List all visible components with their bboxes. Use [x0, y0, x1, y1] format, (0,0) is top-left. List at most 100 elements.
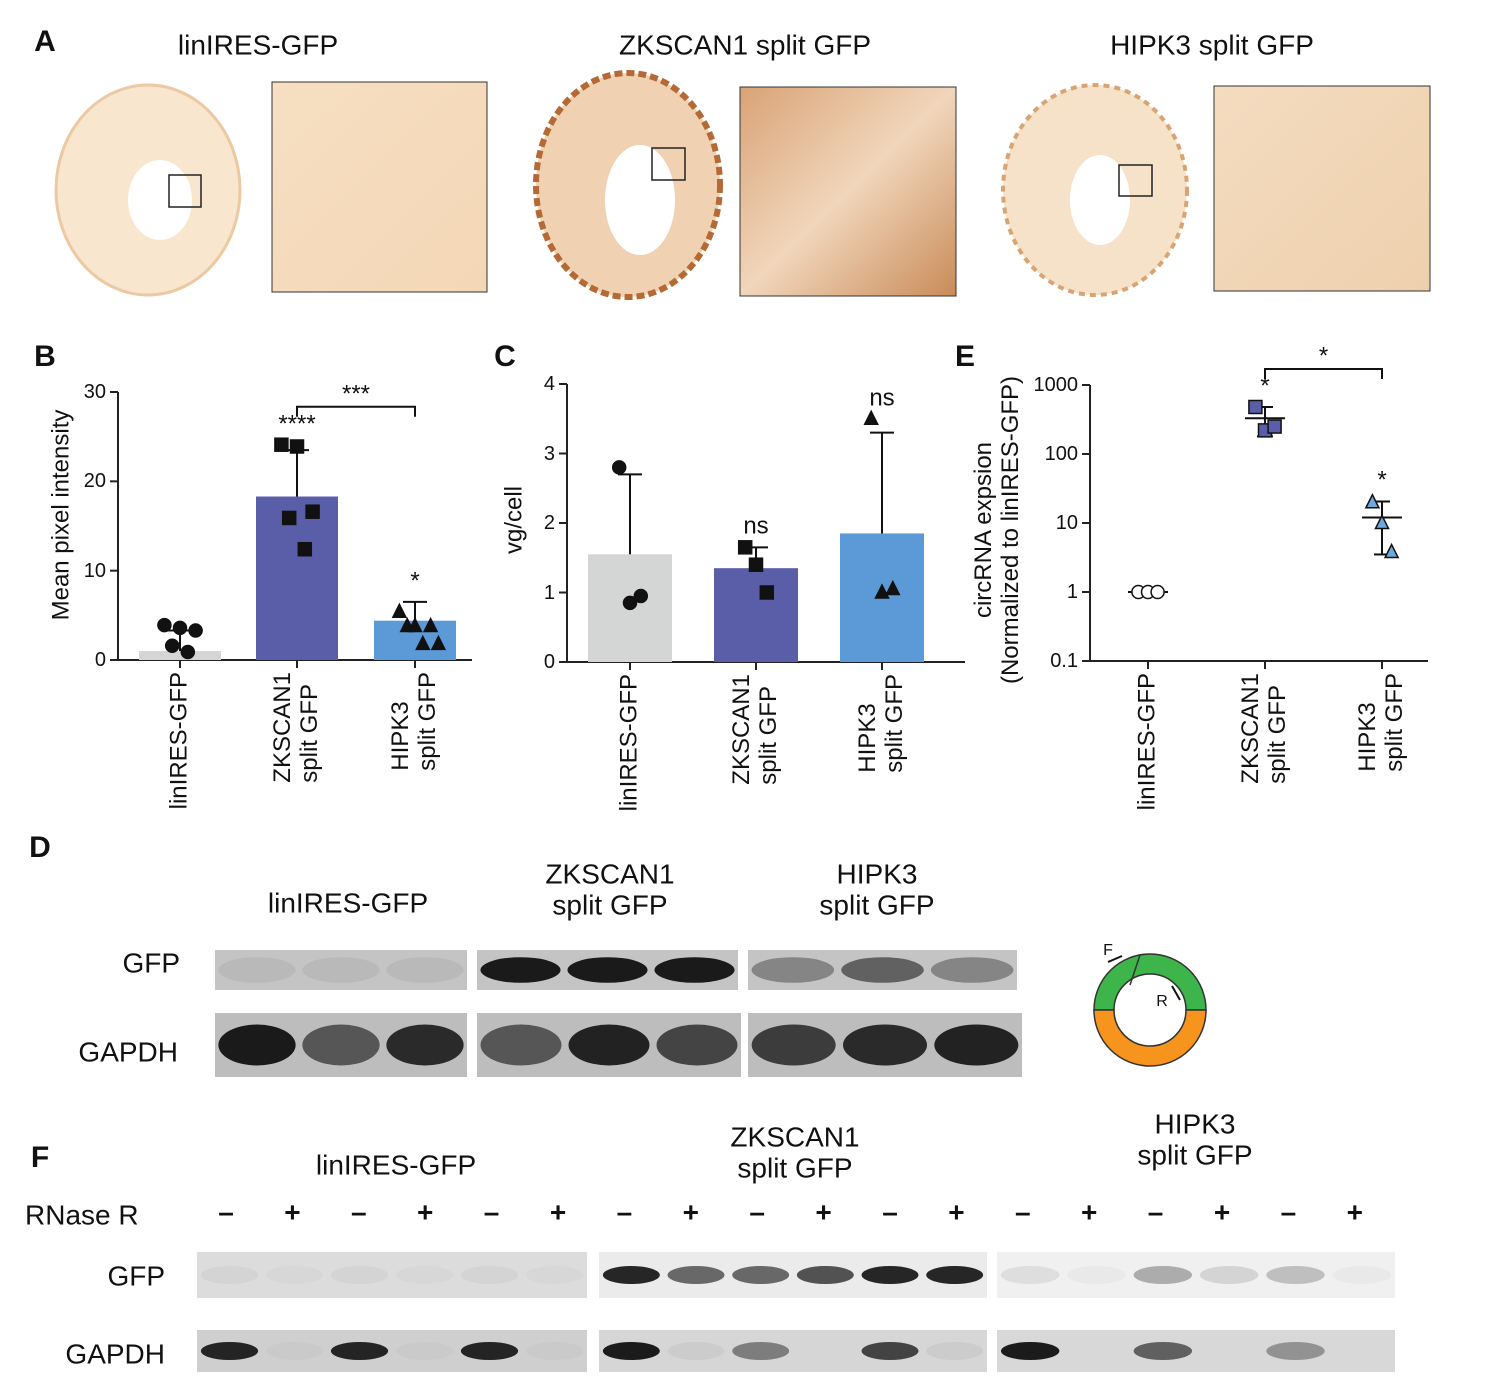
lane-sign: +: [815, 1196, 832, 1228]
data-point: [885, 579, 901, 596]
data-point: [164, 638, 180, 653]
primer-label: F: [1103, 942, 1113, 960]
data-point: [759, 585, 775, 600]
gel-band: [602, 1342, 660, 1360]
data-point: [748, 557, 764, 572]
data-point: [180, 644, 196, 660]
bracket-label: *: [1318, 342, 1329, 370]
lane-sign: –: [1015, 1196, 1031, 1228]
histology: [54, 70, 1431, 300]
gel-band: [667, 1342, 725, 1360]
panel-label: A: [34, 25, 56, 59]
group-header: HIPK3 split GFP: [819, 858, 935, 921]
gel-band: [861, 1266, 919, 1284]
bar: [139, 651, 221, 660]
gel-strip: [197, 1330, 587, 1372]
gel-strip: [997, 1330, 1395, 1372]
gel-band: [526, 1342, 583, 1360]
y-tick-label: 100: [1044, 442, 1078, 465]
x-tick-label: ZKSCAN1 split GFP: [1237, 673, 1291, 784]
diagram-lower: [1093, 1009, 1207, 1067]
blot-band: [386, 957, 464, 983]
gel-band: [200, 1266, 259, 1284]
image-title: HIPK3 split GFP: [1110, 29, 1314, 61]
y-axis-label: circRNA expsion (Normalized to linIRES-G…: [970, 375, 1024, 685]
data-point: [399, 616, 415, 633]
blot-band: [934, 1024, 1019, 1066]
gel-strip: [599, 1330, 987, 1372]
gel-band: [460, 1342, 519, 1360]
lane-sign: –: [616, 1196, 633, 1228]
lane-sign: +: [682, 1196, 699, 1228]
blot-band: [302, 957, 380, 983]
gel-strip: [197, 1252, 587, 1298]
lane-sign: +: [549, 1196, 567, 1228]
inset-image: [271, 81, 488, 293]
panel-label: B: [34, 340, 56, 374]
gel-band: [732, 1266, 790, 1284]
inset-box: [1118, 164, 1153, 197]
blot-band: [218, 957, 296, 983]
gel-band: [796, 1266, 854, 1284]
circrna-diagram: [1093, 953, 1207, 1067]
x-tick-label: ZKSCAN1 split GFP: [728, 674, 782, 785]
significance: ****: [278, 410, 316, 438]
gel-band: [396, 1266, 453, 1284]
lumen: [605, 145, 675, 255]
gel-band: [526, 1266, 583, 1284]
y-tick-label: 1: [543, 581, 555, 604]
gel-strip: [997, 1252, 1395, 1298]
data-point: [281, 510, 297, 526]
gel-band: [266, 1266, 323, 1284]
significance: ns: [869, 384, 895, 412]
image-title: linIRES-GFP: [177, 29, 339, 61]
blot-band: [751, 1024, 836, 1066]
gel-band: [1000, 1266, 1060, 1284]
lane-sign: +: [284, 1196, 301, 1228]
gel-band: [200, 1342, 259, 1360]
panel-label: E: [954, 340, 976, 374]
data-point: [1374, 513, 1390, 530]
row-label: GAPDH: [78, 1036, 178, 1068]
data-point: [737, 540, 753, 555]
x-tick-label: ZKSCAN1 split GFP: [269, 672, 323, 783]
blot-band: [480, 1024, 562, 1066]
significance: *: [1377, 467, 1387, 495]
data-point: [391, 602, 408, 619]
gel-band: [1266, 1342, 1325, 1360]
lane-sign: +: [1081, 1196, 1098, 1228]
row-label: GFP: [122, 947, 180, 979]
row-label: GFP: [107, 1260, 165, 1292]
row-label: GAPDH: [65, 1338, 165, 1370]
data-point: [874, 583, 890, 599]
panel-label: C: [494, 340, 516, 374]
lane-sign: +: [417, 1196, 434, 1228]
y-tick-label: 10: [83, 559, 106, 582]
data-point: [157, 617, 172, 633]
significance: ns: [743, 512, 769, 540]
y-tick-label: 2: [543, 511, 555, 534]
gel-band: [926, 1266, 984, 1284]
data-point: [622, 595, 638, 611]
y-tick-label: 0: [94, 648, 106, 671]
data-point: [274, 437, 289, 452]
lane-sign: –: [749, 1196, 765, 1228]
gel-band: [861, 1342, 919, 1360]
inset-image: [739, 86, 957, 297]
y-tick-label: 30: [83, 380, 106, 403]
y-tick-label: 3: [543, 442, 555, 465]
y-axis-label: vg/cell: [500, 485, 528, 555]
data-point: [633, 588, 649, 604]
gel-band: [1266, 1266, 1325, 1284]
junction: [1129, 954, 1141, 986]
lane-sign: –: [483, 1196, 500, 1228]
inset-box: [651, 147, 686, 181]
data-point: [863, 409, 879, 425]
x-tick-label: HIPK3 split GFP: [854, 674, 908, 773]
blot-band: [841, 957, 924, 983]
gel-band: [926, 1342, 984, 1360]
bar: [256, 496, 338, 660]
blot-band: [480, 957, 561, 983]
y-tick-label: 0.1: [1050, 649, 1078, 672]
